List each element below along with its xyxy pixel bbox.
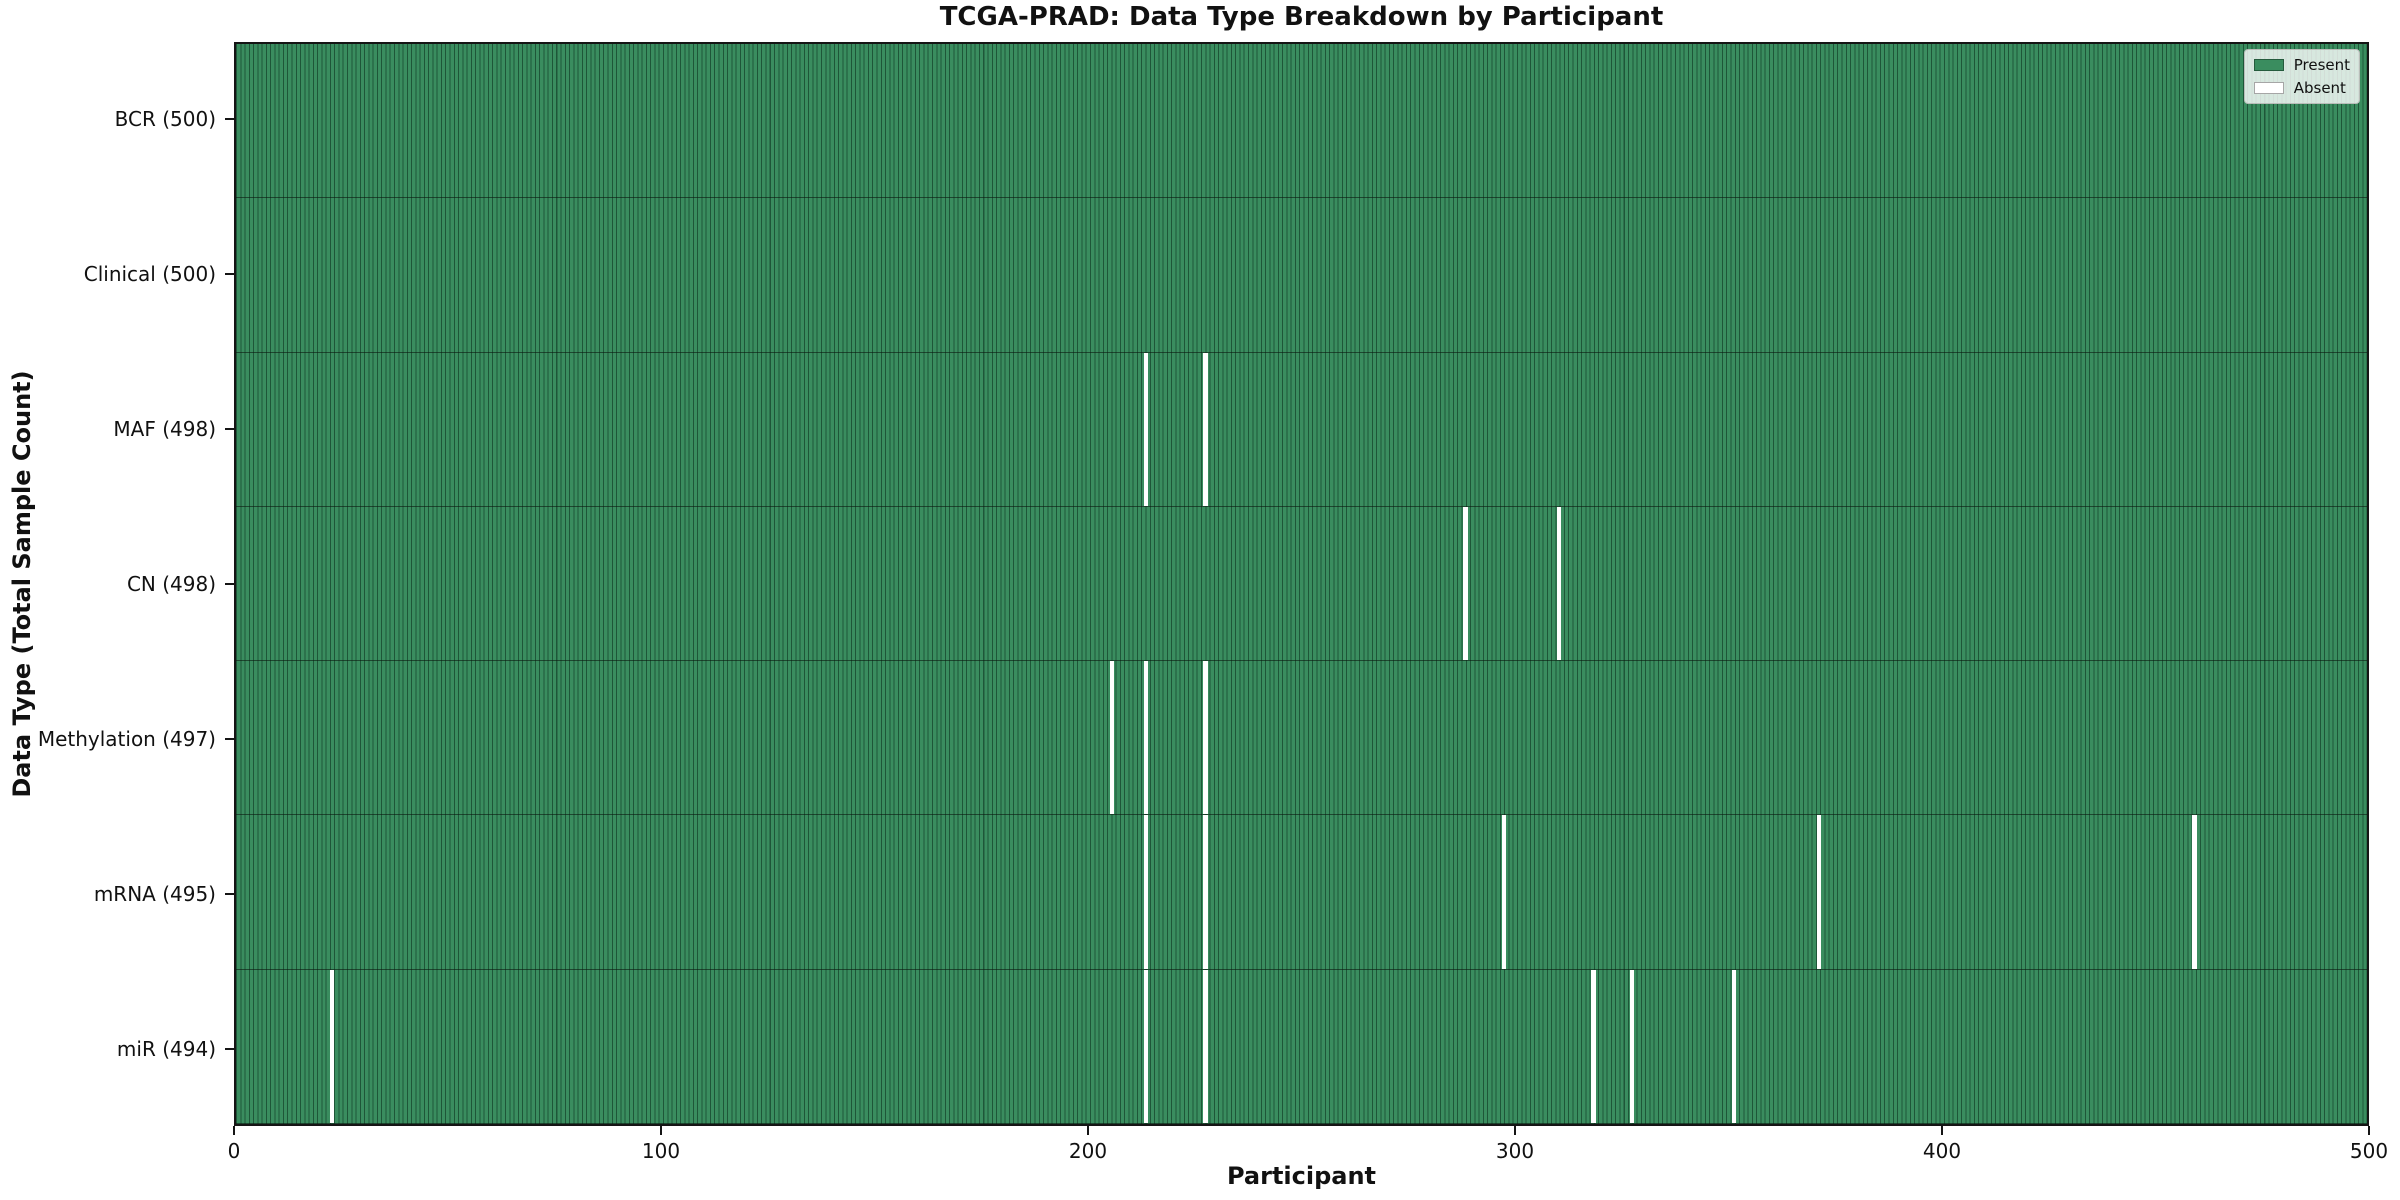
absent-gap bbox=[1143, 969, 1149, 1123]
y-tick-label-methylation: Methylation (497) bbox=[37, 726, 216, 751]
y-tick-label-mrna: mRNA (495) bbox=[93, 881, 216, 906]
absent-gap bbox=[1591, 969, 1596, 1123]
y-tick-labels: BCR (500) Clinical (500) MAF (498) CN (498)… bbox=[0, 42, 234, 1126]
y-tick-mark bbox=[225, 428, 234, 431]
absent-gap bbox=[1143, 352, 1149, 506]
absent-gap bbox=[1203, 661, 1208, 815]
absent-gap bbox=[2192, 815, 2197, 969]
y-tick-mark bbox=[225, 737, 234, 740]
absent-gap bbox=[1501, 815, 1507, 969]
y-tick-label-clinical: Clinical (500) bbox=[83, 262, 216, 287]
plot-area: Present Absent bbox=[234, 42, 2369, 1126]
legend: Present Absent bbox=[2243, 49, 2360, 104]
row-bcr bbox=[236, 44, 2367, 199]
x-tick-mark bbox=[233, 1126, 235, 1135]
x-tick-mark bbox=[660, 1126, 662, 1135]
y-tick-mark bbox=[225, 892, 234, 895]
absent-gap bbox=[1109, 661, 1114, 815]
y-tick-mark bbox=[225, 273, 234, 276]
y-tick-mark bbox=[225, 583, 234, 585]
absent-gap bbox=[1143, 661, 1149, 815]
legend-label: Absent bbox=[2293, 79, 2346, 97]
absent-gap bbox=[1557, 506, 1562, 661]
row-mir bbox=[236, 969, 2367, 1124]
legend-label: Present bbox=[2293, 56, 2350, 74]
row-cn bbox=[236, 506, 2367, 662]
absent-gap bbox=[1731, 969, 1737, 1123]
legend-entry-absent: Absent bbox=[2253, 79, 2350, 97]
y-tick-label-mir: miR (494) bbox=[116, 1036, 216, 1061]
x-tick-mark bbox=[1087, 1126, 1089, 1135]
x-tick-label-400: 400 bbox=[1922, 1139, 1962, 1163]
row-methylation bbox=[236, 661, 2367, 816]
row-clinical bbox=[236, 198, 2367, 353]
x-tick-label-300: 300 bbox=[1495, 1139, 1535, 1163]
x-tick-mark bbox=[1941, 1126, 1943, 1135]
legend-entry-present: Present bbox=[2253, 56, 2350, 74]
absent-gap bbox=[1203, 815, 1208, 969]
x-tick-label-200: 200 bbox=[1068, 1139, 1108, 1163]
y-tick-mark bbox=[225, 1047, 234, 1050]
absent-gap bbox=[1629, 969, 1634, 1123]
y-tick-mark bbox=[225, 118, 234, 121]
chart-title: TCGA-PRAD: Data Type Breakdown by Partic… bbox=[939, 2, 1664, 32]
y-tick-label-maf: MAF (498) bbox=[113, 417, 216, 442]
legend-swatch-present bbox=[2253, 59, 2284, 71]
legend-swatch-absent bbox=[2253, 82, 2284, 94]
row-maf bbox=[236, 352, 2367, 507]
absent-gap bbox=[1203, 352, 1208, 506]
x-tick-label-100: 100 bbox=[641, 1139, 681, 1163]
x-tick-label-500: 500 bbox=[2349, 1139, 2389, 1163]
x-tick-labels: 0 100 200 300 400 500 bbox=[228, 1126, 2388, 1174]
x-tick-mark bbox=[2368, 1126, 2370, 1135]
absent-gap bbox=[329, 969, 334, 1123]
y-tick-label-cn: CN (498) bbox=[126, 572, 216, 596]
absent-gap bbox=[1817, 815, 1822, 969]
y-tick-label-bcr: BCR (500) bbox=[114, 107, 216, 132]
absent-gap bbox=[1203, 969, 1208, 1123]
x-tick-label-0: 0 bbox=[227, 1139, 241, 1163]
absent-gap bbox=[1143, 815, 1149, 969]
absent-gap bbox=[1463, 506, 1468, 661]
x-tick-mark bbox=[1514, 1126, 1516, 1135]
row-mrna bbox=[236, 815, 2367, 970]
x-axis-label: Participant bbox=[1226, 1162, 1377, 1190]
